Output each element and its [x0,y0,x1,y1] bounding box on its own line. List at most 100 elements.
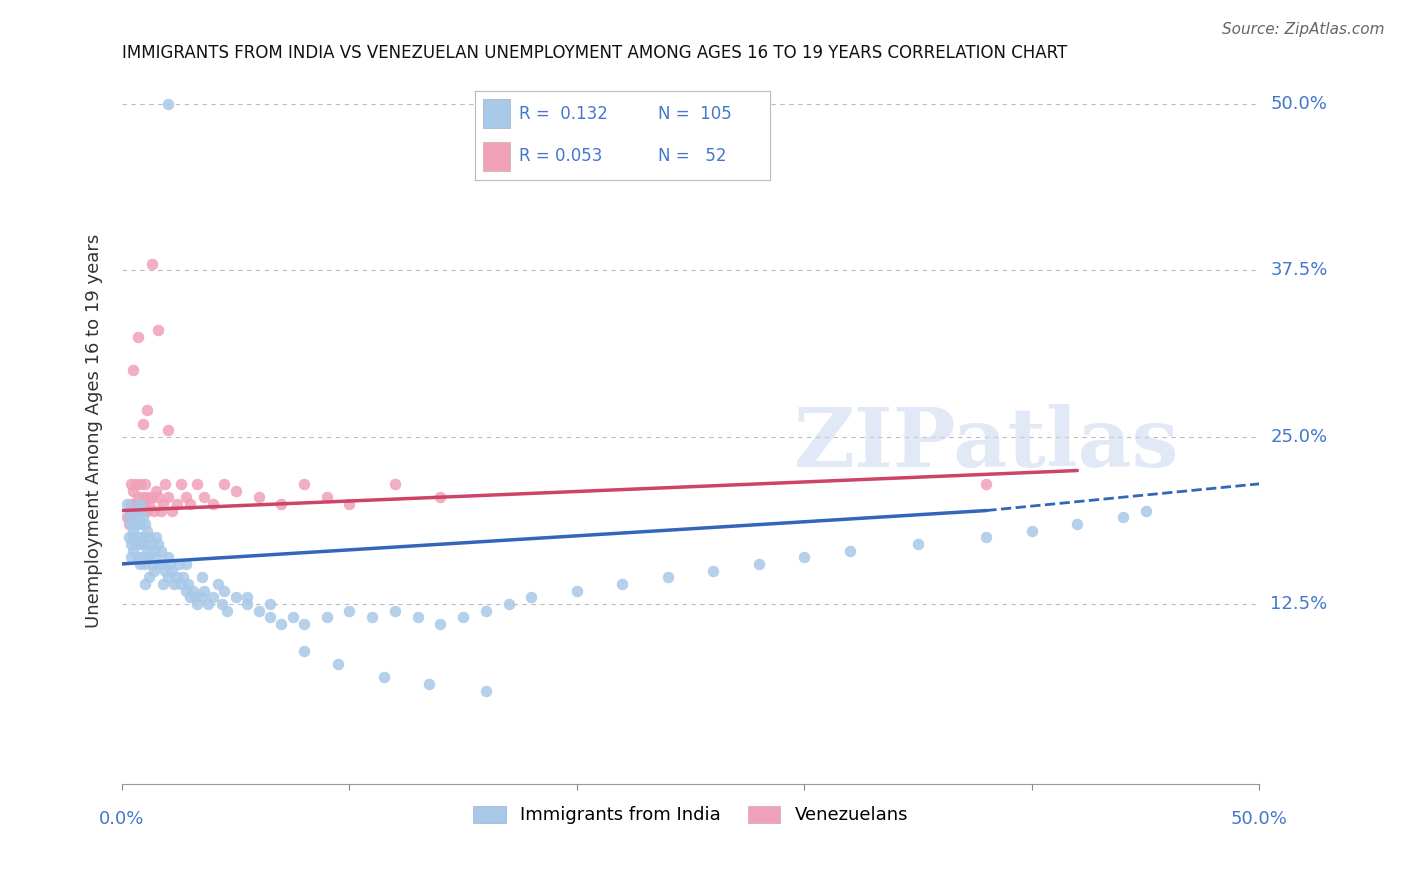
Point [657,570,679,584]
Point [170,577,193,591]
Point [127,330,149,344]
Point [131,490,153,504]
Point [127,510,149,524]
Point [190,570,212,584]
Text: ZIPatlas: ZIPatlas [793,404,1180,483]
Point [160,564,183,578]
Point [270,497,292,511]
Point [122,524,145,538]
Text: IMMIGRANTS FROM INDIA VS VENEZUELAN UNEMPLOYMENT AMONG AGES 16 TO 19 YEARS CORRE: IMMIGRANTS FROM INDIA VS VENEZUELAN UNEM… [122,44,1067,62]
Point [202,591,225,605]
Point [131,503,153,517]
Point [976,530,998,544]
Point [127,490,149,504]
Point [152,577,174,591]
Point [339,497,361,511]
Point [122,543,145,558]
Point [159,557,181,571]
Point [498,597,520,611]
Point [202,497,225,511]
Point [156,550,179,565]
Point [115,497,138,511]
Point [156,570,179,584]
Point [148,323,170,337]
Point [384,604,406,618]
Point [136,524,159,538]
Point [125,537,148,551]
Point [122,503,145,517]
Point [125,497,148,511]
Point [131,417,153,431]
Point [129,537,152,551]
Point [1135,503,1157,517]
Point [125,476,148,491]
Text: 12.5%: 12.5% [1271,595,1327,613]
Point [141,490,163,504]
Point [612,577,634,591]
Point [475,604,498,618]
Point [134,516,156,531]
Point [214,583,236,598]
Point [131,510,153,524]
Point [167,557,190,571]
Point [429,490,451,504]
Point [127,503,149,517]
Point [138,497,160,511]
Point [339,604,361,618]
Point [138,570,160,584]
Point [156,490,179,504]
Point [186,597,208,611]
Text: Source: ZipAtlas.com: Source: ZipAtlas.com [1222,22,1385,37]
Point [166,497,188,511]
Point [179,591,201,605]
Point [838,543,860,558]
Point [141,557,163,571]
Point [120,497,142,511]
Legend: Immigrants from India, Venezuelans: Immigrants from India, Venezuelans [472,805,908,824]
Point [214,476,236,491]
Point [907,537,929,551]
Point [174,557,197,571]
Point [215,604,238,618]
Point [138,530,160,544]
Point [1066,516,1088,531]
Point [138,550,160,565]
Point [134,497,156,511]
Point [136,490,159,504]
Point [384,476,406,491]
Point [131,530,153,544]
Point [429,616,451,631]
Point [134,557,156,571]
Point [281,610,304,624]
Point [172,570,194,584]
Point [152,497,174,511]
Point [702,564,724,578]
Point [149,543,172,558]
Point [170,476,193,491]
Text: 25.0%: 25.0% [1271,428,1327,446]
Point [1021,524,1043,538]
Point [134,476,156,491]
Point [236,591,259,605]
Point [125,516,148,531]
Point [145,530,167,544]
Point [142,543,165,558]
Point [406,610,429,624]
Point [292,616,315,631]
Point [207,577,229,591]
Point [177,577,200,591]
Point [475,683,498,698]
Point [247,604,270,618]
Point [174,583,197,598]
Point [418,677,440,691]
Point [141,257,163,271]
Point [451,610,474,624]
Point [125,503,148,517]
Point [179,497,201,511]
Point [127,550,149,565]
Point [148,537,170,551]
Point [131,550,153,565]
Point [141,537,163,551]
Point [748,557,770,571]
Point [129,476,152,491]
